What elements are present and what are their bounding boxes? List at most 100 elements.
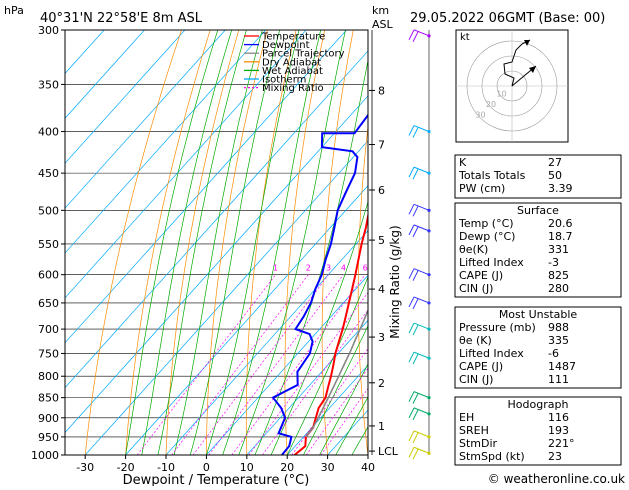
copyright: © weatheronline.co.uk: [488, 472, 625, 486]
indices-row-value: 27: [548, 156, 562, 169]
wind-barb: [413, 268, 430, 276]
indices-frame: [454, 154, 622, 199]
dry-adiabat: [206, 30, 268, 455]
mixing-ratio-label: 3: [326, 264, 331, 273]
hodograph_table-frame: [454, 396, 622, 466]
most_unstable-row-label: CAPE (J): [459, 360, 503, 373]
mixing-ratio-line: [192, 274, 329, 455]
x-tick-label: 40: [361, 461, 375, 474]
hodograph_table-row-label: EH: [459, 411, 474, 424]
wet-adiabat: [335, 396, 368, 455]
wind-barb: [408, 296, 415, 308]
y-tick-label: 850: [38, 392, 59, 405]
dry-adiabat: [427, 30, 449, 455]
wind-barb: [413, 391, 430, 399]
y-tick-label: 450: [38, 167, 59, 180]
series-dewpoint: [271, 113, 368, 455]
isotherm: [65, 30, 145, 119]
y-tick-label: 500: [38, 204, 59, 217]
wind-barb-dot: [427, 396, 431, 400]
legend-label: Parcel Trajectory: [262, 49, 345, 60]
dry-adiabat: [125, 30, 211, 455]
indices-row-label: K: [459, 156, 467, 169]
asl-unit: ASL: [372, 18, 394, 31]
wind-barb: [408, 351, 415, 363]
wind-barb: [408, 204, 415, 215]
surface-title: Surface: [517, 204, 559, 217]
wet-adiabat: [286, 276, 368, 455]
wind-barb-dot: [427, 435, 431, 439]
wind-barb-dot: [427, 451, 431, 455]
hodograph-ring-label: 10: [496, 90, 506, 99]
km-unit: km: [372, 4, 389, 17]
surface-row-label: Temp (°C): [458, 217, 514, 230]
mixing-ratio-line: [208, 274, 344, 455]
km-tick-label: 8: [378, 84, 385, 97]
legend-label: Dewpoint: [262, 40, 310, 51]
surface-row-value: 825: [548, 269, 569, 282]
wind-barb-dot: [427, 34, 431, 38]
y-tick-label: 900: [38, 412, 59, 425]
mixing-ratio-axis-label: Mixing Ratio (g/kg): [388, 225, 402, 338]
wind-barb: [408, 224, 415, 236]
y-tick-label: 950: [38, 431, 59, 444]
mixing-ratio-line: [231, 274, 366, 455]
surface-row-label: Dewp (°C): [459, 230, 515, 243]
wind-barb-dot: [427, 327, 431, 331]
surface-row-value: 18.7: [548, 230, 573, 243]
wind-barb: [408, 166, 415, 178]
most_unstable-row-label: θe (K): [459, 334, 492, 347]
surface-row-value: 20.6: [548, 217, 573, 230]
km-tick-label: 1: [378, 420, 385, 433]
wind-barb-dot: [427, 273, 431, 277]
wind-barb: [408, 125, 415, 136]
y-tick-label: 350: [38, 78, 59, 91]
wind-barb: [412, 353, 419, 365]
mixing-ratio-label: 4: [341, 264, 346, 273]
isotherm: [206, 274, 368, 455]
wind-barb: [412, 270, 419, 281]
wind-barb: [408, 322, 415, 334]
most_unstable-row-label: Lifted Index: [459, 347, 524, 360]
mixing-ratio-line: [136, 274, 276, 455]
y-tick-label: 1000: [31, 449, 59, 462]
wind-barb-dot: [427, 171, 431, 175]
surface-row-label: θe(K): [459, 243, 488, 256]
wind-barb: [408, 407, 415, 419]
wet-adiabat: [125, 30, 219, 455]
wet-adiabat: [206, 30, 300, 455]
most_unstable-row-value: 111: [548, 373, 569, 386]
axes: 3003504004505005506006507007508008509009…: [31, 24, 399, 474]
wind-barb: [408, 391, 415, 402]
surface-row-label: CAPE (J): [459, 269, 503, 282]
wind-barb-dot: [427, 301, 431, 305]
y-tick-label: 300: [38, 24, 59, 37]
legend-label: Wet Adiabat: [262, 66, 323, 77]
surface-row-label: CIN (J): [459, 282, 493, 295]
mixing-ratio-label: 25: [444, 264, 454, 273]
most_unstable-row-value: -6: [548, 347, 559, 360]
hodograph_table-row-value: 116: [548, 411, 569, 424]
wet-adiabat: [303, 325, 368, 455]
indices-row-label: PW (cm): [459, 182, 505, 195]
hodograph_table-row-label: SREH: [459, 424, 489, 437]
hodograph_table-row-value: 193: [548, 424, 569, 437]
mixing-ratio-label: 2: [306, 264, 311, 273]
km-tick-label: 5: [378, 234, 385, 247]
most_unstable-row-value: 335: [548, 334, 569, 347]
y-tick-label: 750: [38, 347, 59, 360]
y-tick-label: 550: [38, 238, 59, 251]
isotherm: [286, 364, 368, 455]
y-tick-label: 650: [38, 297, 59, 310]
hodograph-trace: [503, 39, 531, 87]
wind-barb: [413, 322, 430, 330]
hpa-unit: hPa: [4, 4, 24, 17]
wind-barb: [408, 268, 415, 279]
y-tick-label: 400: [38, 126, 59, 139]
km-tick-label: LCL: [378, 445, 399, 458]
wet-adiabat: [141, 30, 233, 455]
y-tick-label: 800: [38, 370, 59, 383]
legend-label: Temperature: [261, 32, 325, 43]
